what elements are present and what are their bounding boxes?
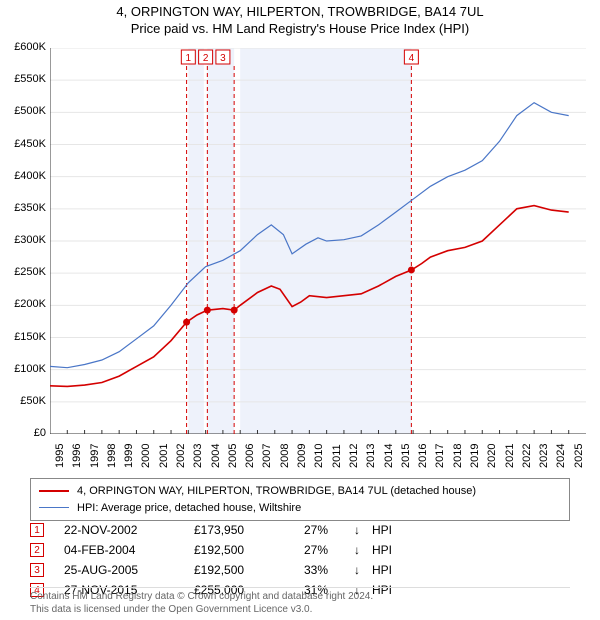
- footer-line1: Contains HM Land Registry data © Crown c…: [30, 590, 570, 603]
- sale-marker-box: 1: [30, 523, 44, 537]
- y-tick-label: £600K: [2, 41, 46, 53]
- x-tick-label: 2015: [400, 444, 412, 468]
- chart-plot-area: 123 4: [50, 48, 586, 434]
- sale-date: 25-AUG-2005: [64, 563, 194, 577]
- y-tick-label: £250K: [2, 266, 46, 278]
- sale-price: £192,500: [194, 563, 304, 577]
- x-tick-label: 1997: [89, 444, 101, 468]
- sale-date: 04-FEB-2004: [64, 543, 194, 557]
- chart-container: 4, ORPINGTON WAY, HILPERTON, TROWBRIDGE,…: [0, 0, 600, 620]
- y-tick-label: £0: [2, 427, 46, 439]
- x-tick-label: 2017: [434, 444, 446, 468]
- x-tick-label: 2025: [573, 444, 585, 468]
- sale-hpi-label: HPI: [372, 563, 412, 577]
- x-tick-label: 2009: [296, 444, 308, 468]
- x-tick-label: 2023: [538, 444, 550, 468]
- x-tick-label: 2022: [521, 444, 533, 468]
- y-tick-label: £200K: [2, 298, 46, 310]
- legend-label: HPI: Average price, detached house, Wilt…: [77, 500, 301, 517]
- x-tick-label: 1995: [54, 444, 66, 468]
- x-tick-label: 2024: [555, 444, 567, 468]
- x-tick-label: 2004: [210, 444, 222, 468]
- x-tick-label: 2001: [158, 444, 170, 468]
- sale-hpi-label: HPI: [372, 523, 412, 537]
- title-block: 4, ORPINGTON WAY, HILPERTON, TROWBRIDGE,…: [0, 0, 600, 36]
- x-tick-label: 1998: [106, 444, 118, 468]
- legend-box: 4, ORPINGTON WAY, HILPERTON, TROWBRIDGE,…: [30, 478, 570, 521]
- x-tick-label: 2016: [417, 444, 429, 468]
- y-tick-label: £50K: [2, 395, 46, 407]
- sale-price: £173,950: [194, 523, 304, 537]
- svg-text:3: 3: [220, 53, 226, 64]
- chart-svg: 123 4: [50, 48, 586, 434]
- x-tick-label: 2000: [140, 444, 152, 468]
- y-tick-label: £550K: [2, 73, 46, 85]
- y-tick-label: £150K: [2, 331, 46, 343]
- x-tick-label: 2007: [261, 444, 273, 468]
- x-tick-label: 1999: [123, 444, 135, 468]
- legend-label: 4, ORPINGTON WAY, HILPERTON, TROWBRIDGE,…: [77, 483, 476, 500]
- sale-hpi-label: HPI: [372, 543, 412, 557]
- y-tick-label: £450K: [2, 138, 46, 150]
- sale-arrow-icon: ↓: [354, 523, 372, 537]
- footer-line2: This data is licensed under the Open Gov…: [30, 603, 570, 616]
- sale-row: 3 25-AUG-2005£192,50033%↓HPI: [30, 560, 570, 580]
- svg-text:4: 4: [409, 53, 415, 64]
- x-tick-label: 2013: [365, 444, 377, 468]
- title-line1: 4, ORPINGTON WAY, HILPERTON, TROWBRIDGE,…: [0, 4, 600, 19]
- x-tick-label: 1996: [71, 444, 83, 468]
- x-tick-label: 2021: [504, 444, 516, 468]
- legend-swatch: [39, 507, 69, 508]
- sale-price: £192,500: [194, 543, 304, 557]
- x-tick-label: 2010: [313, 444, 325, 468]
- sale-row: 2 04-FEB-2004£192,50027%↓HPI: [30, 540, 570, 560]
- sale-pct: 27%: [304, 523, 354, 537]
- legend-item: 4, ORPINGTON WAY, HILPERTON, TROWBRIDGE,…: [39, 483, 561, 500]
- footer-attribution: Contains HM Land Registry data © Crown c…: [30, 587, 570, 616]
- sale-arrow-icon: ↓: [354, 563, 372, 577]
- sale-marker-box: 3: [30, 563, 44, 577]
- y-tick-label: £350K: [2, 202, 46, 214]
- sale-date: 22-NOV-2002: [64, 523, 194, 537]
- sale-marker-box: 2: [30, 543, 44, 557]
- y-tick-label: £500K: [2, 105, 46, 117]
- x-tick-label: 2018: [452, 444, 464, 468]
- legend-swatch: [39, 490, 69, 492]
- x-tick-label: 2008: [279, 444, 291, 468]
- legend-item: HPI: Average price, detached house, Wilt…: [39, 500, 561, 517]
- x-tick-label: 2002: [175, 444, 187, 468]
- y-tick-label: £400K: [2, 170, 46, 182]
- x-tick-label: 2011: [331, 444, 343, 468]
- sale-row: 1 22-NOV-2002£173,95027%↓HPI: [30, 520, 570, 540]
- x-tick-label: 2019: [469, 444, 481, 468]
- svg-text:1: 1: [186, 53, 192, 64]
- svg-text:2: 2: [203, 53, 209, 64]
- sale-pct: 33%: [304, 563, 354, 577]
- x-tick-label: 2012: [348, 444, 360, 468]
- x-tick-label: 2014: [383, 444, 395, 468]
- sale-arrow-icon: ↓: [354, 543, 372, 557]
- x-tick-label: 2003: [192, 444, 204, 468]
- x-tick-label: 2005: [227, 444, 239, 468]
- y-tick-label: £300K: [2, 234, 46, 246]
- sale-pct: 27%: [304, 543, 354, 557]
- title-line2: Price paid vs. HM Land Registry's House …: [0, 21, 600, 36]
- x-axis-labels: 1995 1996 1997 1998 1999 2000 2001 2002 2003 2004…: [50, 436, 586, 476]
- y-tick-label: £100K: [2, 363, 46, 375]
- x-tick-label: 2020: [486, 444, 498, 468]
- x-tick-label: 2006: [244, 444, 256, 468]
